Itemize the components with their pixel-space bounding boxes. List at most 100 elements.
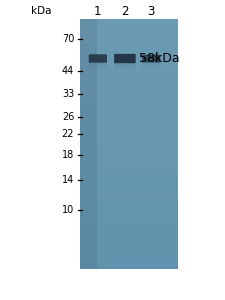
Bar [80,202,178,204]
Bar [80,247,178,249]
Bar [80,97,178,99]
Bar [80,24,178,26]
Bar [80,137,178,139]
Bar [80,149,178,151]
Bar [80,104,178,106]
Bar [80,107,178,109]
Bar [80,167,178,169]
Bar [80,144,178,146]
Bar [80,132,178,134]
Text: 3: 3 [148,5,155,18]
Bar [80,22,178,25]
Bar [80,238,178,240]
FancyBboxPatch shape [89,54,107,63]
FancyBboxPatch shape [114,54,136,63]
FancyBboxPatch shape [142,55,160,62]
Bar [80,235,178,237]
Bar [80,224,178,225]
Bar [80,46,178,48]
Bar [80,121,178,122]
Bar [80,190,178,192]
Bar [80,94,178,96]
Bar [80,169,178,171]
Bar [80,112,178,114]
Bar [80,188,178,190]
Bar [80,218,178,220]
Bar [80,39,178,41]
Bar [80,127,178,129]
Bar [80,67,178,69]
Bar [80,129,178,131]
Text: 2: 2 [121,5,129,18]
Bar [80,220,178,222]
Bar [80,106,178,107]
Text: 14: 14 [62,175,74,185]
Bar [80,76,178,78]
Bar [80,102,178,104]
Bar [80,140,178,142]
Text: 70: 70 [62,34,74,44]
Bar [80,197,178,199]
Bar [80,164,178,166]
Bar [80,217,178,219]
Text: 18: 18 [62,149,74,160]
Bar [80,139,178,141]
Bar [80,266,178,268]
Bar [80,66,178,68]
Bar [80,205,178,207]
Bar [80,110,178,112]
Bar [80,130,178,132]
Bar [80,84,178,86]
Bar [80,44,178,46]
Bar [80,255,178,257]
Bar [80,114,178,116]
Bar [80,79,178,81]
Bar [80,87,178,89]
Bar [80,194,178,196]
Bar [80,207,178,209]
Bar [80,256,178,259]
Bar [80,263,178,265]
Bar [80,64,178,66]
FancyBboxPatch shape [114,62,136,64]
Bar [80,162,178,164]
Bar [80,243,178,245]
Bar [80,20,97,268]
Bar [80,237,178,239]
Bar [80,51,178,53]
Bar [80,54,178,56]
Bar [80,41,178,43]
Bar [80,125,178,128]
Bar [80,29,178,31]
Bar [80,262,178,263]
Bar [80,232,178,234]
Bar [80,56,178,58]
Bar [80,240,178,242]
Bar [80,253,178,255]
Bar [80,142,178,144]
Bar [80,150,178,152]
Text: 10: 10 [62,205,74,215]
Bar [80,155,178,157]
Bar [80,154,178,156]
Bar [80,26,178,28]
Bar [80,100,178,103]
Bar [80,242,178,244]
Bar [80,109,178,111]
Bar [80,59,178,61]
Text: 1: 1 [94,5,102,18]
Bar [80,71,178,73]
Bar [80,258,178,260]
Bar [80,248,178,250]
Bar [80,160,178,162]
Bar [80,184,178,185]
Bar [80,96,178,98]
Bar [80,146,178,147]
Bar [80,69,178,71]
Bar [80,91,178,92]
Bar [80,245,178,247]
Bar [80,81,178,82]
Bar [80,210,178,212]
Bar [80,250,178,252]
FancyBboxPatch shape [142,61,160,64]
